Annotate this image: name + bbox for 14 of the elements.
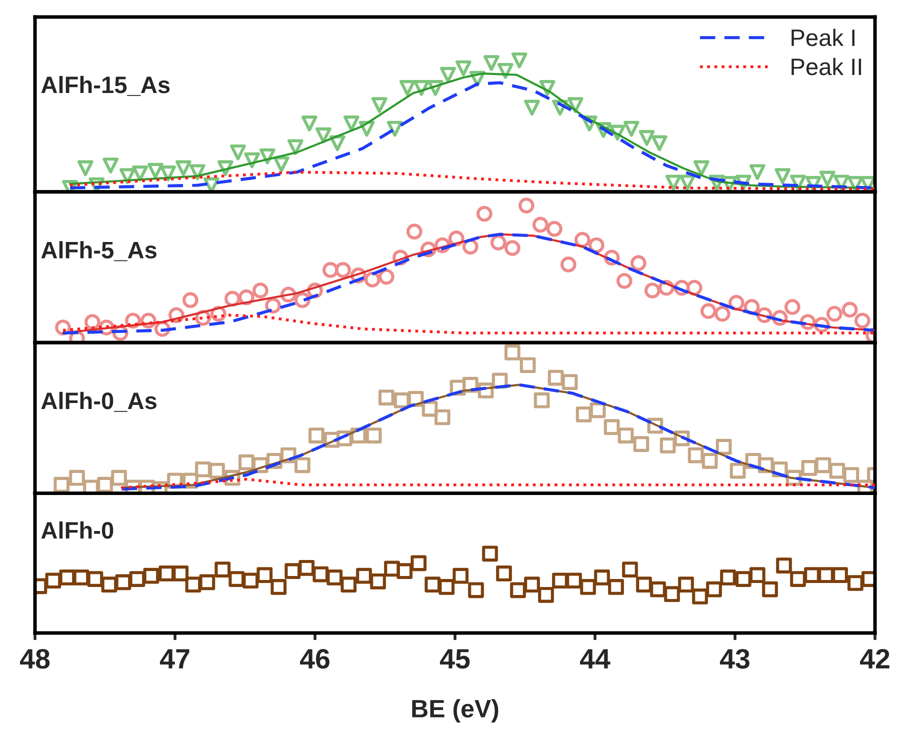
annotation: AlFh-15_As (41, 76, 170, 96)
legend-label: Peak II (792, 58, 862, 76)
x-tick-label: 42 (860, 649, 890, 668)
x-axis-title: BE (eV) (412, 699, 498, 722)
x-tick-label: 46 (300, 649, 330, 669)
x-tick-label: 43 (720, 649, 750, 669)
annotation: AlFh-5_As (41, 241, 156, 262)
legend-label: Peak I (792, 28, 854, 46)
text: AlFh-0 (41, 521, 114, 539)
annotation: AlFh-0_As (41, 392, 156, 412)
x-tick-label: 48 (20, 649, 50, 669)
x-tick-label: 47 (160, 649, 190, 668)
x-tick-label: 45 (440, 649, 470, 669)
x-tick-label: 44 (580, 649, 610, 668)
